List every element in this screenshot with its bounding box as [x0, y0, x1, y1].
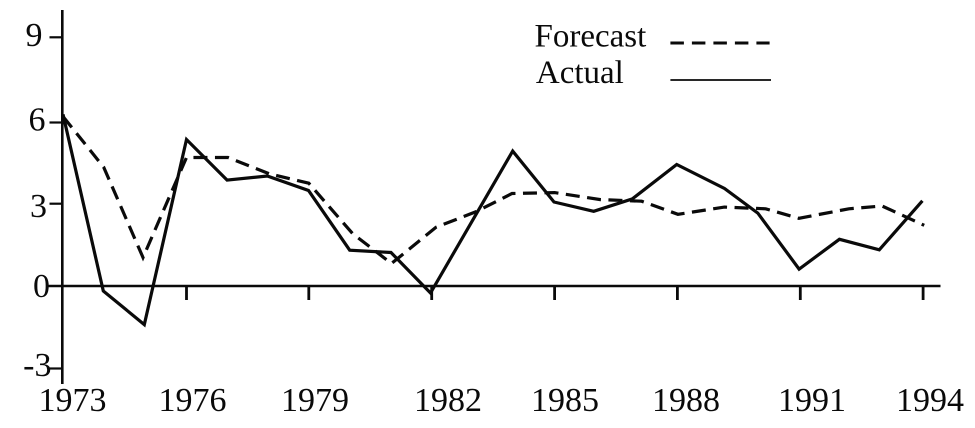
svg-text:1991: 1991: [778, 382, 846, 419]
svg-text:1994: 1994: [896, 382, 964, 419]
svg-text:6: 6: [29, 102, 46, 139]
svg-text:1982: 1982: [414, 382, 482, 419]
svg-text:1973: 1973: [39, 382, 107, 419]
svg-text:Actual: Actual: [536, 55, 624, 91]
svg-text:-3: -3: [23, 347, 51, 384]
svg-text:1976: 1976: [159, 382, 227, 419]
svg-text:0: 0: [33, 268, 50, 305]
svg-text:9: 9: [26, 17, 43, 54]
svg-text:1985: 1985: [531, 382, 599, 419]
svg-text:3: 3: [30, 188, 47, 225]
svg-text:Forecast: Forecast: [535, 18, 647, 54]
svg-text:1979: 1979: [281, 382, 349, 419]
svg-text:1988: 1988: [652, 382, 720, 419]
